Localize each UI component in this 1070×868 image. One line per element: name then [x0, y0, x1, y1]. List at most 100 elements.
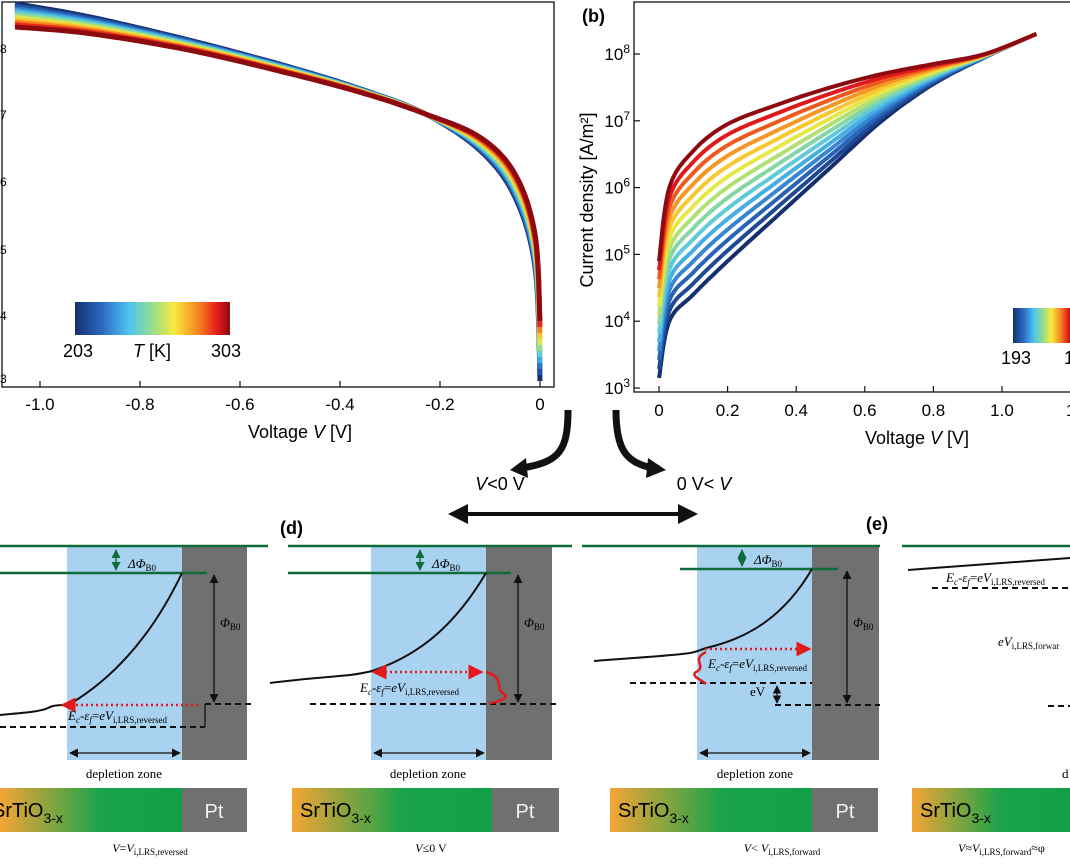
svg-text:6: 6: [0, 175, 7, 189]
panel-b-x-tick-label: 1: [1066, 401, 1070, 420]
svg-text:8: 8: [0, 42, 7, 56]
band-panel-f: Ec-εf=eVi,LRS,reversed eVi,LRS,forwar d …: [902, 544, 1070, 857]
metal-region: [812, 546, 879, 760]
panel-b-y-tick-label: 104: [604, 309, 630, 331]
panel-a-left-ticks: 8 7 6 5 4 3: [0, 42, 7, 386]
svg-text:3: 3: [0, 372, 7, 386]
panel-a-x-tick-label: 0: [535, 395, 544, 414]
panel-a-series-line: [14, 24, 543, 322]
panel-b: (b) Current density [A/m²] 1081071061051…: [577, 1, 1070, 448]
label-negative-bias: V<0 V: [475, 474, 525, 494]
panel-a-x-tick-label: -0.4: [325, 395, 354, 414]
bias-caption-f: V≈Vi,LRS,forward≈φ: [958, 841, 1045, 857]
panel-b-colorbar-min: 193: [1001, 348, 1031, 368]
curved-arrow-left-head: [510, 458, 528, 478]
pt-layer: [492, 788, 559, 832]
srtio-label: SrTiO3-x: [0, 800, 63, 826]
conduction-band-edge: [593, 568, 813, 662]
wavy-arrow: [693, 650, 707, 685]
panel-b-x-ticks: 0 0.2 0.4 0.6 0.8 1.0 1: [654, 386, 1070, 420]
panel-b-x-tick-label: 0.8: [922, 401, 946, 420]
panel-b-y-axis-label: Current density [A/m²]: [577, 112, 597, 287]
panel-b-x-tick-label: 0.6: [853, 401, 877, 420]
depletion-region: [67, 546, 182, 760]
svg-text:5: 5: [0, 243, 7, 257]
wavy-arrow: [485, 670, 507, 705]
label-positive-bias: 0 V< V: [677, 474, 734, 494]
eV-forward-label: eVi,LRS,forwar: [998, 634, 1059, 651]
depletion-region: [697, 546, 812, 760]
panel-b-colorbar: [1013, 308, 1070, 343]
band-panel-d: ΔΦB0 ΦB0 Ec-εf=eVi,LRS,reversed depletio…: [269, 544, 572, 855]
srtio-layer: [292, 788, 492, 832]
panel-a-x-ticks: -1.0 -0.8 -0.6 -0.4 -0.2 0: [25, 381, 545, 414]
panel-a-x-tick-label: -0.8: [125, 395, 154, 414]
panel-b-y-tick-label: 105: [604, 242, 630, 264]
panel-b-x-axis-label: Voltage V [V]: [865, 428, 969, 448]
depletion-region: [371, 546, 486, 760]
pt-label: Pt: [205, 801, 224, 823]
srtio-label: SrTiO3-x: [618, 800, 689, 826]
pt-layer: [812, 788, 878, 832]
srtio-layer: [610, 788, 812, 832]
panel-a-x-tick-label: -0.2: [425, 395, 454, 414]
ec-ef-label: Ec-εf=eVi,LRS,reversed: [945, 570, 1045, 587]
panel-b-x-tick-label: 0.2: [716, 401, 740, 420]
panel-b-colorbar-max: 1: [1064, 348, 1070, 368]
ec-ef-label: Ec-εf=eVi,LRS,reversed: [707, 656, 807, 673]
band-panel-e: ΔΦB0 ΦB0 eV Ec-εf=eVi,LRS,reversed deple…: [582, 544, 880, 857]
panel-a: -1.0 -0.8 -0.6 -0.4 -0.2 0 8 7 6 5 4 3 Voltag…: [0, 1, 555, 442]
panel-d-letter: (d): [280, 518, 303, 538]
curved-arrow-right: [612, 409, 653, 472]
delta-phi-label: ΔΦB0: [431, 556, 461, 573]
panel-a-x-axis-label: Voltage V [V]: [248, 422, 352, 442]
curved-arrow-left: [521, 409, 572, 472]
srtio-layer: [0, 788, 182, 832]
panel-a-colorbar: [75, 302, 230, 335]
panel-b-y-tick-label: 108: [604, 42, 630, 64]
pt-layer: [182, 788, 247, 832]
panel-b-curves: [657, 32, 1038, 379]
depletion-label: depletion zone: [717, 766, 793, 781]
panel-b-x-tick-label: 1.0: [990, 401, 1014, 420]
ec-ef-label: Ec-εf=eVi,LRS,reversed: [67, 708, 167, 725]
svg-text:d: d: [1062, 766, 1069, 781]
depletion-label: depletion zone: [86, 766, 162, 781]
band-panel-c: ΔΦB0 ΦB0 Ec-εf=eVi,LRS,reversed depletio…: [0, 544, 268, 857]
svg-text:7: 7: [0, 108, 7, 122]
panel-e-letter: (e): [866, 514, 888, 534]
conduction-band-edge: [907, 557, 1070, 571]
panel-b-x-tick-label: 0.4: [784, 401, 808, 420]
connector-arrows: V<0 V 0 V< V (d) (e): [280, 409, 888, 538]
srtio-layer: [912, 788, 1070, 832]
phi-label: ΦB0: [524, 615, 545, 632]
ec-ef-label: Ec-εf=eVi,LRS,reversed: [359, 680, 459, 697]
panel-a-colorbar-min: 203: [63, 341, 93, 361]
phi-label: ΦB0: [853, 615, 874, 632]
srtio-label: SrTiO3-x: [300, 800, 371, 826]
eV-label: eV: [750, 684, 766, 699]
phi-label: ΦB0: [220, 615, 241, 632]
conduction-band-edge: [269, 572, 487, 684]
panel-b-y-ticks: 108 107 106 105 104 103: [604, 42, 640, 398]
bias-caption-d: V≤0 V: [415, 841, 447, 855]
panel-a-frame: [1, 1, 555, 388]
panel-b-y-tick-label: 103: [604, 376, 630, 398]
panel-b-letter: (b): [582, 6, 605, 26]
pt-label: Pt: [516, 801, 535, 823]
panel-b-series-line: [657, 32, 1038, 262]
panel-b-x-tick-label: 0: [654, 401, 663, 420]
bias-caption-e: V< Vi,LRS,forward: [744, 841, 821, 857]
panel-a-x-tick-label: -1.0: [25, 395, 54, 414]
srtio-label: SrTiO3-x: [920, 800, 991, 826]
metal-region: [486, 546, 552, 760]
panel-a-colorbar-max: 303: [211, 341, 241, 361]
bias-caption-c: V=Vi,LRS,reversed: [112, 841, 188, 857]
panel-a-curves: [14, 1, 543, 382]
pt-label: Pt: [836, 801, 855, 823]
panel-b-frame: [633, 1, 1070, 393]
panel-b-series-line: [657, 32, 1038, 325]
delta-phi-label: ΔΦB0: [127, 556, 157, 573]
depletion-label: depletion zone: [390, 766, 466, 781]
